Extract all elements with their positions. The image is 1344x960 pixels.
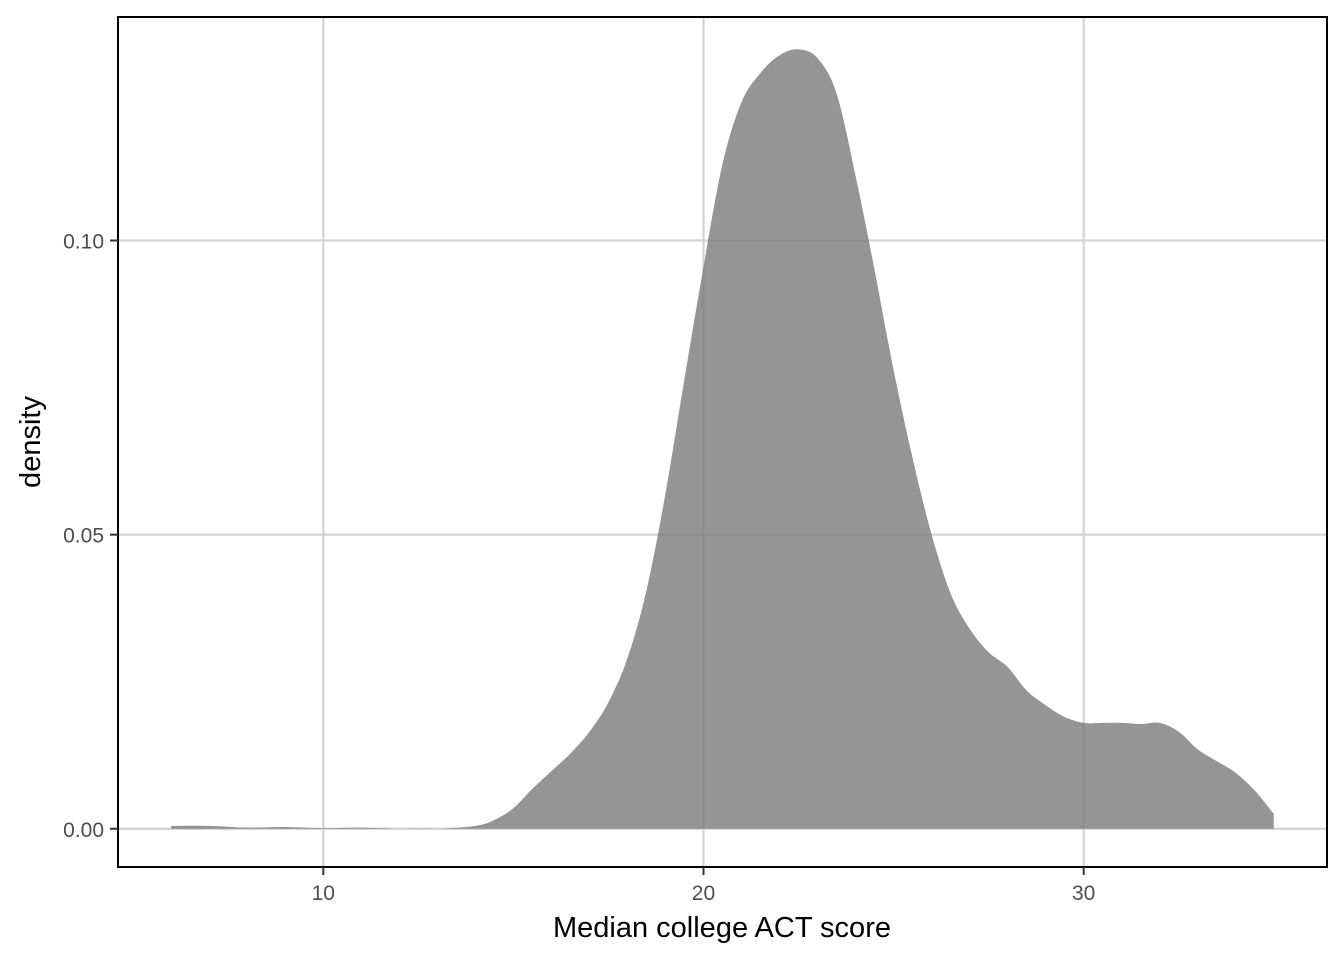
density-area xyxy=(171,49,1274,830)
y-tick-label: 0.05 xyxy=(63,525,104,548)
x-axis-ticks: 10 20 30 xyxy=(312,867,1095,905)
x-tick-label: 10 xyxy=(312,882,335,905)
y-tick-label: 0.00 xyxy=(63,819,104,842)
y-axis-ticks: 0.00 0.05 0.10 xyxy=(63,231,118,842)
y-axis-title: density xyxy=(15,396,47,488)
x-tick-label: 30 xyxy=(1072,882,1095,905)
plot-border xyxy=(117,16,1328,868)
x-tick-label: 20 xyxy=(692,882,715,905)
y-tick-label: 0.10 xyxy=(63,231,104,254)
x-axis-title: Median college ACT score xyxy=(553,912,891,944)
